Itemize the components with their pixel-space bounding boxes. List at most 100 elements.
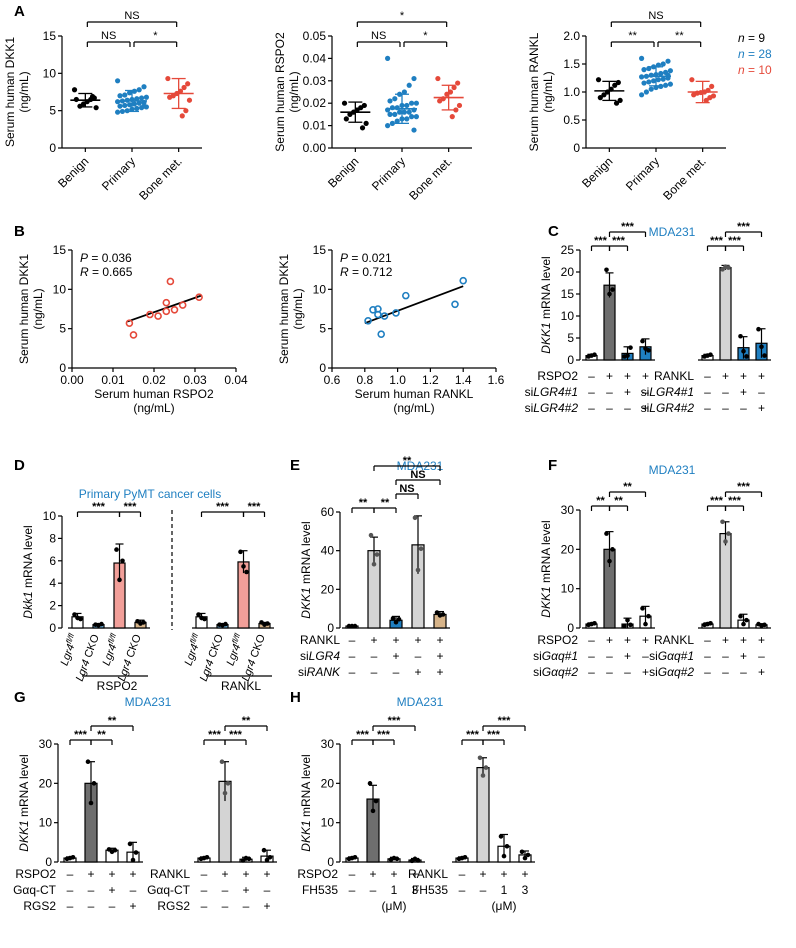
y-tick-label: 30 [561,503,575,517]
data-point [604,267,609,273]
condition-mark: + [500,867,507,881]
significance-label: NS [124,10,139,22]
data-point [663,82,669,88]
data-point [411,127,417,133]
condition-mark: – [722,649,729,663]
data-point [404,102,410,109]
data-point [498,834,504,839]
data-point [437,98,443,104]
significance-label: *** [92,501,106,513]
y-axis-label-2-1: (ng/mL) [541,71,555,112]
legend-entry: n = 9 [738,31,765,45]
data-point [628,622,633,628]
significance-label: *** [710,235,724,247]
data-point [628,345,633,350]
panel-letter-E: E [290,457,300,474]
data-point [204,854,210,860]
x-tick-label: 0.00 [60,373,84,387]
data-point [483,765,489,770]
data-point [744,354,749,359]
y-tick-label: 10 [321,816,335,830]
data-point [390,616,396,621]
data-point [352,623,358,629]
data-point [667,68,674,74]
data-point [708,352,713,358]
data-point [120,558,125,564]
condition-label: siLGR4#1 [641,385,694,399]
data-point [744,617,749,623]
data-point [131,101,137,107]
significance-label: ** [628,30,637,42]
data-point [409,100,415,106]
data-point [146,310,154,319]
data-point [117,103,123,109]
data-point [613,100,620,106]
x-axis-label: Serum human RSPO2 [94,387,214,401]
y-tick-label: 0 [59,361,66,375]
data-point [756,326,761,332]
y-tick-label: 0 [327,621,334,635]
y-tick-label: 2.0 [563,29,580,43]
data-point [412,515,418,521]
y-tick-label: 0.03 [303,74,327,88]
data-point [413,100,419,106]
data-point [136,100,142,106]
condition-label: siGαq#1 [533,649,578,663]
data-point [607,558,612,564]
condition-label: FH535 [302,883,338,897]
data-point [413,114,419,120]
data-point [604,531,609,536]
data-point [720,519,725,525]
condition-label: Gαq-CT [147,883,191,897]
data-point [134,96,140,102]
significance-label: NS [101,30,116,42]
stat-label: R = 0.712 [340,265,393,279]
condition-mark: – [371,665,378,679]
y-axis-label-0-1: (ng/mL) [17,71,31,112]
data-point [178,301,187,309]
data-point [394,856,400,862]
y-tick-label: 0 [49,141,56,155]
data-point [359,125,366,131]
data-point [393,619,399,625]
data-point [617,97,623,103]
data-point [261,847,267,853]
data-point [643,89,650,95]
y-axis-label-b1-1: (ng/mL) [291,288,305,329]
x-tick-label: Bone met. [660,154,709,203]
x-tick-label: Lgr4fl/fl [180,632,205,667]
data-point [601,92,607,98]
data-point [166,277,175,286]
condition-mark: – [349,867,356,881]
condition-mark: – [393,665,400,679]
data-point [179,113,185,119]
data-point [71,87,78,93]
condition-mark: + [370,633,377,647]
condition-mark: 3 [522,883,529,897]
condition-mark: – [704,665,711,679]
y-tick-label: 10 [53,282,67,296]
condition-label: RSPO2 [15,867,56,881]
condition-mark: + [758,369,765,383]
data-point [519,849,525,855]
condition-mark: – [624,401,631,415]
legend-entry: n = 10 [738,63,772,77]
condition-label: siLGR4#1 [525,385,578,399]
data-point [660,76,666,82]
significance-label: ** [614,495,623,507]
condition-mark: + [390,867,397,881]
condition-mark: – [722,385,729,399]
x-tick-label: 1.2 [422,373,439,387]
data-point [720,267,725,272]
data-point [185,81,191,87]
condition-mark: + [624,649,631,663]
data-point [181,84,187,91]
data-point [726,265,731,270]
data-point [592,352,597,358]
condition-mark: 1 [391,883,398,897]
y-axis-label-1-0: Serum human RSPO2 [273,32,287,152]
panel-letter-F: F [548,457,557,474]
condition-mark: + [411,867,418,881]
panel-letter-D: D [14,457,25,474]
data-point [655,77,662,83]
